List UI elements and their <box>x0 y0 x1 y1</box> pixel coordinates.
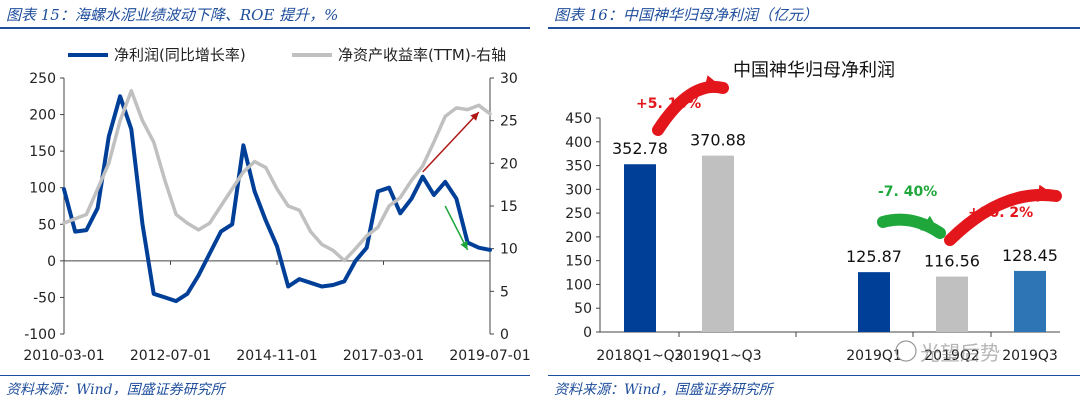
right-source-note: 资料来源：Wind，国盛证券研究所 <box>554 382 773 398</box>
bar-y-tick-label: 450 <box>565 111 592 127</box>
x-tick-label: 2014-11-01 <box>236 348 317 364</box>
bar <box>702 155 734 332</box>
right-figure-title: 图表 16：中国神华归母净利润（亿元） <box>554 6 818 24</box>
left-y-tick-label: 0 <box>47 254 56 270</box>
bar-value-label: 370.88 <box>690 131 746 150</box>
change-arrow-head <box>920 215 940 233</box>
bar-y-tick-label: 0 <box>583 325 592 341</box>
left-y-tick-label: 250 <box>29 71 56 87</box>
bar-value-label: 352.78 <box>612 139 668 158</box>
bar-y-tick-label: 100 <box>565 277 592 293</box>
bar-y-tick-label: 350 <box>565 159 592 175</box>
bar <box>624 164 656 332</box>
bar-value-label: 116.56 <box>924 252 980 271</box>
right-y-tick-label: 10 <box>500 242 518 258</box>
bar-chart-title: 中国神华归母净利润 <box>733 60 895 81</box>
legend-label: 净利润(同比增长率) <box>114 46 246 64</box>
x-tick-label: 2017-03-01 <box>343 348 424 364</box>
left-source-rule <box>0 375 530 376</box>
x-tick-label: 2012-07-01 <box>130 348 211 364</box>
bar-y-tick-label: 150 <box>565 254 592 270</box>
line-chart: 250200150100500-50-1003025201510502010-0… <box>23 46 530 364</box>
annotation-arrow-head <box>470 112 479 121</box>
bar-y-tick-label: 250 <box>565 206 592 222</box>
bar-y-tick-label: 300 <box>565 182 592 198</box>
bar-value-label: 128.45 <box>1002 246 1058 265</box>
left-y-tick-label: -100 <box>24 327 56 343</box>
right-y-tick-label: 0 <box>500 327 509 343</box>
watermark-icon <box>895 340 917 362</box>
right-title-rule <box>548 27 1080 29</box>
left-figure-title: 图表 15：海螺水泥业绩波动下降、ROE 提升，% <box>6 6 339 24</box>
bar-category-label: 2019Q2 <box>924 348 980 364</box>
bar-category-label: 2019Q1 <box>846 348 902 364</box>
annotation-arrow-shaft <box>422 111 480 173</box>
left-y-tick-label: -50 <box>33 290 56 306</box>
right-y-tick-label: 25 <box>500 114 518 130</box>
right-y-tick-label: 5 <box>500 284 509 300</box>
left-y-tick-label: 200 <box>29 108 56 124</box>
bar-y-tick-label: 50 <box>574 301 592 317</box>
x-tick-label: 2019-07-01 <box>449 348 530 364</box>
change-percent-label: -7. 40% <box>878 184 937 200</box>
bar <box>1014 270 1046 332</box>
change-arrow-head <box>703 75 723 93</box>
change-percent-label: +10. 2% <box>968 205 1033 221</box>
bar-category-label: 2018Q1~Q3 <box>596 348 683 364</box>
roe-ttm-line <box>62 89 492 263</box>
bar <box>858 272 890 332</box>
x-tick-label: 2010-03-01 <box>23 348 104 364</box>
left-figure-panel: 图表 15：海螺水泥业绩波动下降、ROE 提升，% 250 200 150 100 50… <box>0 0 530 402</box>
left-y-tick-label: 100 <box>29 181 56 197</box>
bar-category-label: 2019Q3 <box>1002 348 1058 364</box>
net-profit-growth-line <box>62 94 492 304</box>
left-y-tick-label: 150 <box>29 144 56 160</box>
annotation-arrow-head <box>460 240 468 250</box>
right-y-tick-label: 30 <box>500 71 518 87</box>
left-title-rule <box>0 27 530 29</box>
left-source-note: 资料来源：Wind，国盛证券研究所 <box>6 382 225 398</box>
right-figure-panel: 图表 16：中国神华归母净利润（亿元） 中国神华归母净利润 450 400 350 30… <box>548 0 1080 402</box>
left-y-tick-label: 50 <box>38 217 56 233</box>
right-y-tick-label: 15 <box>500 199 518 215</box>
right-y-tick-label: 20 <box>500 156 518 172</box>
bar-chart: 中国神华归母净利润 450 400 350 300 250 200 150 100 50 0 352.… <box>565 60 1062 365</box>
bar-y-tick-label: 400 <box>565 135 592 151</box>
legend-label: 净资产收益率(TTM)-右轴 <box>338 46 506 64</box>
bar-value-label: 125.87 <box>846 247 902 266</box>
annotation-arrow-shaft <box>444 205 469 251</box>
watermark-text: 光望后势 <box>920 341 1000 365</box>
bar <box>936 276 968 332</box>
change-arrow-head <box>1036 184 1056 202</box>
change-percent-label: +5. 13% <box>636 96 701 112</box>
bar-category-label: 2019Q1~Q3 <box>674 348 761 364</box>
right-source-rule <box>548 375 1080 376</box>
bar-y-tick-label: 200 <box>565 230 592 246</box>
